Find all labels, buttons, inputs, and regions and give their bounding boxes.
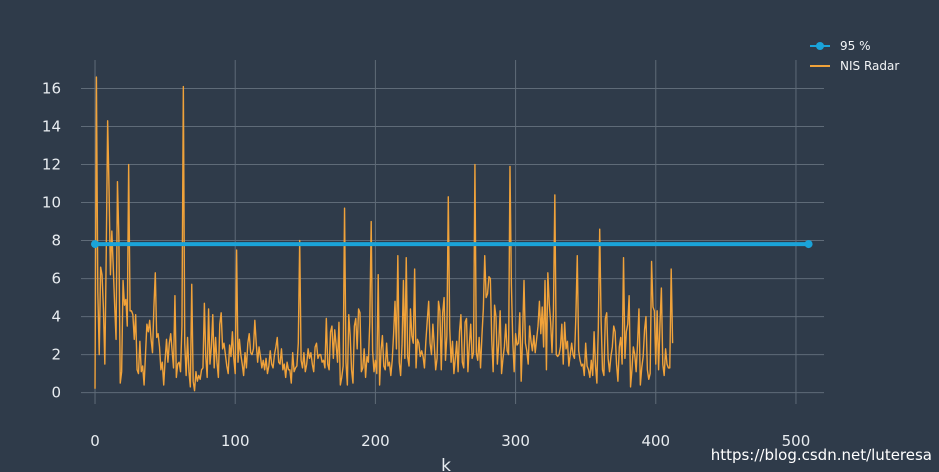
axes: 0 2 4 6 8 10 12 14 16 0 100 200 300 400 500: [42, 80, 810, 450]
x-tick-label: 200: [361, 432, 390, 450]
x-tick-label: 300: [501, 432, 530, 450]
y-tick-label: 16: [42, 80, 61, 98]
legend: 95 % NIS Radar: [810, 39, 899, 73]
legend-item-threshold[interactable]: 95 %: [810, 39, 871, 53]
y-tick-label: 14: [42, 118, 61, 136]
x-axis-title: k: [441, 456, 451, 472]
y-tick-label: 6: [51, 270, 61, 288]
x-tick-label: 400: [641, 432, 670, 450]
y-tick-label: 12: [42, 156, 61, 174]
legend-item-nis-radar[interactable]: NIS Radar: [810, 59, 899, 73]
threshold-marker: [804, 240, 813, 249]
y-tick-label: 8: [51, 232, 61, 250]
watermark: https://blog.csdn.net/luteresa: [711, 446, 932, 464]
legend-marker-icon: [816, 42, 824, 50]
legend-label-threshold: 95 %: [840, 39, 871, 53]
nis-radar-line: [94, 76, 674, 392]
legend-label-nis-radar: NIS Radar: [840, 59, 899, 73]
x-tick-label: 500: [782, 432, 811, 450]
x-tick-label: 100: [221, 432, 250, 450]
y-tick-label: 0: [51, 384, 61, 402]
y-tick-label: 2: [51, 346, 61, 364]
y-tick-label: 4: [51, 308, 61, 326]
threshold-marker: [91, 240, 100, 249]
x-tick-label: 0: [90, 432, 100, 450]
plot-area: [91, 76, 813, 392]
y-tick-label: 10: [42, 194, 61, 212]
